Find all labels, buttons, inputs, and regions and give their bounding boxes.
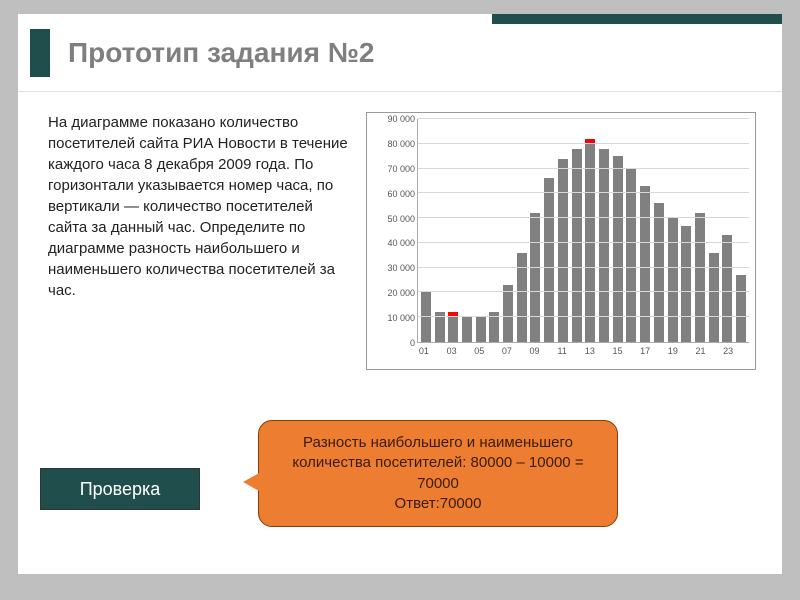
x-tick-label <box>488 346 498 356</box>
x-tick-label <box>709 346 719 356</box>
answer-callout: Разность наибольшего и наименьшего колич… <box>258 420 618 527</box>
x-tick-label: 15 <box>613 346 623 356</box>
content-row: На диаграмме показано количество посетит… <box>18 92 782 370</box>
x-axis: 01 03 05 07 09 11 13 15 17 19 21 23 <box>373 346 749 356</box>
callout-line2: Ответ:70000 <box>273 494 603 514</box>
bar <box>681 226 691 342</box>
x-tick-label: 23 <box>723 346 733 356</box>
bar <box>722 235 732 342</box>
y-axis: 010 00020 00030 00040 00050 00060 00070 … <box>373 119 417 343</box>
check-button[interactable]: Проверка <box>40 468 200 510</box>
title-bar: Прототип задания №2 <box>18 14 782 92</box>
x-tick-label <box>543 346 553 356</box>
y-tick-label: 40 000 <box>387 238 415 248</box>
y-tick-label: 70 000 <box>387 164 415 174</box>
grid-line <box>418 316 749 317</box>
x-tick-label <box>599 346 609 356</box>
x-tick-label <box>460 346 470 356</box>
callout-tail-icon <box>243 473 259 491</box>
bar <box>695 213 705 342</box>
slide: Прототип задания №2 На диаграмме показан… <box>18 14 782 574</box>
grid-line <box>418 192 749 193</box>
x-tick-label: 03 <box>447 346 457 356</box>
x-tick-label: 05 <box>474 346 484 356</box>
bar <box>476 317 486 342</box>
bar <box>544 178 554 342</box>
bar <box>613 156 623 342</box>
y-tick-label: 10 000 <box>387 313 415 323</box>
bar <box>503 285 513 342</box>
x-tick-label <box>626 346 636 356</box>
chart-inner: 010 00020 00030 00040 00050 00060 00070 … <box>373 119 749 343</box>
plot-area <box>417 119 749 343</box>
page-title: Прототип задания №2 <box>68 37 375 69</box>
bar <box>462 317 472 342</box>
x-tick-label <box>433 346 443 356</box>
y-tick-label: 20 000 <box>387 288 415 298</box>
y-tick-label: 90 000 <box>387 114 415 124</box>
grid-line <box>418 168 749 169</box>
x-tick-label: 01 <box>419 346 429 356</box>
x-tick-label <box>682 346 692 356</box>
bar <box>448 317 458 342</box>
grid-line <box>418 267 749 268</box>
x-tick-label <box>654 346 664 356</box>
grid-line <box>418 118 749 119</box>
decorative-stripe <box>492 14 782 24</box>
y-tick-label: 60 000 <box>387 189 415 199</box>
bar <box>558 159 568 342</box>
bar <box>530 213 540 342</box>
bar <box>599 149 609 342</box>
callout-line1: Разность наибольшего и наименьшего колич… <box>273 433 603 494</box>
x-tick-label: 19 <box>668 346 678 356</box>
x-tick-label <box>571 346 581 356</box>
x-tick-label: 07 <box>502 346 512 356</box>
x-tick-label <box>516 346 526 356</box>
y-tick-label: 80 000 <box>387 139 415 149</box>
grid-line <box>418 217 749 218</box>
grid-line <box>418 291 749 292</box>
x-tick-label: 11 <box>557 346 567 356</box>
accent-block <box>30 29 50 77</box>
grid-line <box>418 242 749 243</box>
bar <box>640 186 650 342</box>
y-tick-label: 50 000 <box>387 214 415 224</box>
bar <box>654 203 664 342</box>
bar <box>572 149 582 342</box>
x-tick-label: 17 <box>640 346 650 356</box>
bar <box>736 275 746 342</box>
bar <box>668 218 678 342</box>
y-tick-label: 30 000 <box>387 263 415 273</box>
x-tick-label: 09 <box>530 346 540 356</box>
task-description: На диаграмме показано количество посетит… <box>48 112 348 370</box>
grid-line <box>418 143 749 144</box>
bars-container <box>418 119 749 342</box>
visitors-chart: 0 10 000 20 000 30 000 40 000 50 000 60 000 70 … <box>366 112 756 370</box>
y-tick-label: 0 <box>410 338 415 348</box>
x-tick-label <box>737 346 747 356</box>
x-tick-label: 13 <box>585 346 595 356</box>
x-tick-label: 21 <box>695 346 705 356</box>
bar <box>585 144 595 342</box>
